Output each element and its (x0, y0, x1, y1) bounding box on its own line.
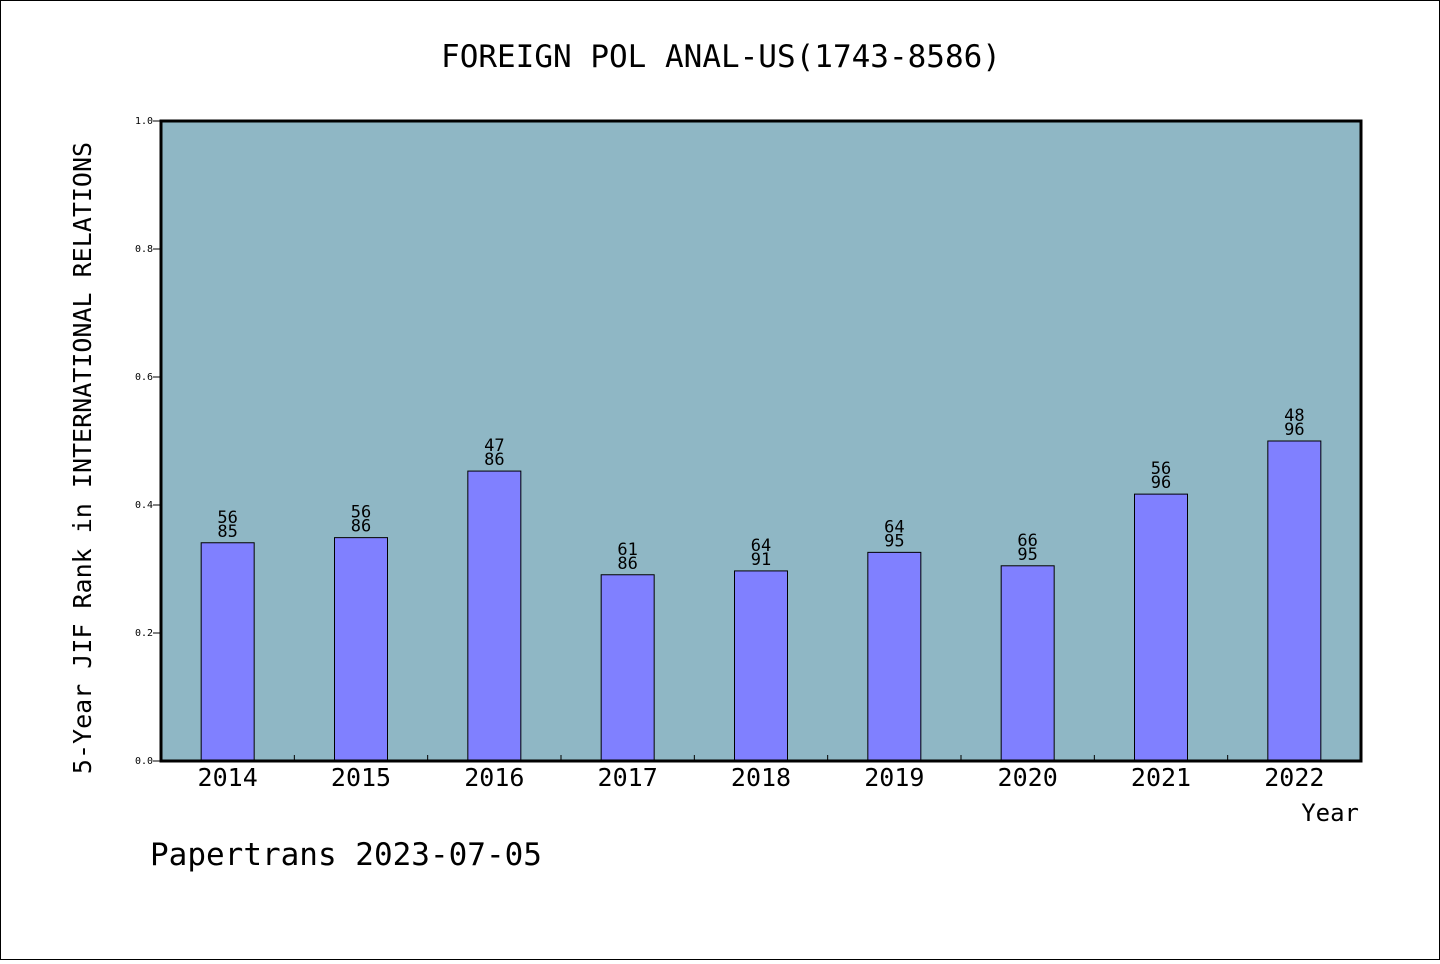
bar-label-top: 66 (1017, 531, 1037, 551)
bar-2019 (867, 551, 922, 762)
bar-2017 (600, 574, 655, 762)
y-tick-label: 0.4 (135, 500, 153, 511)
x-axis-label: Year (1301, 799, 1359, 827)
bar-label-top: 56 (351, 503, 371, 523)
bar-label-top: 47 (484, 436, 504, 456)
y-tick-label: 1.0 (135, 116, 153, 127)
bars-group (200, 440, 1322, 762)
bar-label-bottom: 95 (1017, 545, 1037, 565)
bar-2020 (1000, 565, 1055, 762)
y-axis-ticks: 0.0 0.2 0.4 0.6 0.8 1.0 (135, 116, 161, 767)
bar-2015 (334, 537, 388, 762)
bar-label-bottom: 95 (884, 531, 904, 551)
x-tick-label: 2016 (464, 763, 524, 792)
x-axis-ticks: 2014 2015 2016 2017 2018 2019 2020 2021 2022 (198, 755, 1324, 792)
footer-text: Papertrans 2023-07-05 (150, 837, 542, 873)
bar-label-top: 61 (617, 540, 637, 560)
y-tick-label: 0.0 (135, 756, 153, 767)
y-tick-label: 0.6 (135, 372, 153, 383)
bar-label-bottom: 96 (1151, 473, 1171, 493)
bar-label-bottom: 85 (217, 522, 237, 542)
x-tick-label: 2020 (998, 763, 1058, 792)
x-tick-label: 2018 (731, 763, 791, 792)
bar-2018 (734, 570, 788, 762)
bar-label-bottom: 91 (751, 550, 771, 570)
bar-label-top: 48 (1284, 406, 1304, 426)
bar-2014 (200, 542, 255, 762)
x-tick-label: 2019 (864, 763, 924, 792)
bar-label-top: 64 (751, 536, 771, 556)
y-tick-label: 0.2 (135, 628, 153, 639)
x-tick-label: 2014 (198, 763, 258, 792)
y-axis-label: 5-Year JIF Rank in INTERNATIONAL RELATIO… (68, 142, 97, 774)
y-tick-label: 0.8 (135, 244, 153, 255)
chart-title: FOREIGN POL ANAL-US(1743-8586) (441, 39, 1001, 75)
bar-label-bottom: 86 (617, 554, 637, 574)
x-tick-label: 2021 (1131, 763, 1191, 792)
x-tick-label: 2022 (1264, 763, 1324, 792)
plot-border (159, 119, 1363, 763)
bar-label-bottom: 86 (484, 450, 504, 470)
bar-2021 (1134, 493, 1188, 762)
bar-2016 (467, 470, 522, 762)
bar-label-top: 56 (1151, 459, 1171, 479)
bar-label-top: 64 (884, 517, 904, 537)
bar-2022 (1267, 440, 1322, 762)
x-tick-label: 2015 (331, 763, 391, 792)
bar-label-bottom: 96 (1284, 420, 1304, 440)
bar-label-top: 56 (217, 508, 237, 528)
x-tick-label: 2017 (598, 763, 658, 792)
bar-label-bottom: 86 (351, 517, 371, 537)
